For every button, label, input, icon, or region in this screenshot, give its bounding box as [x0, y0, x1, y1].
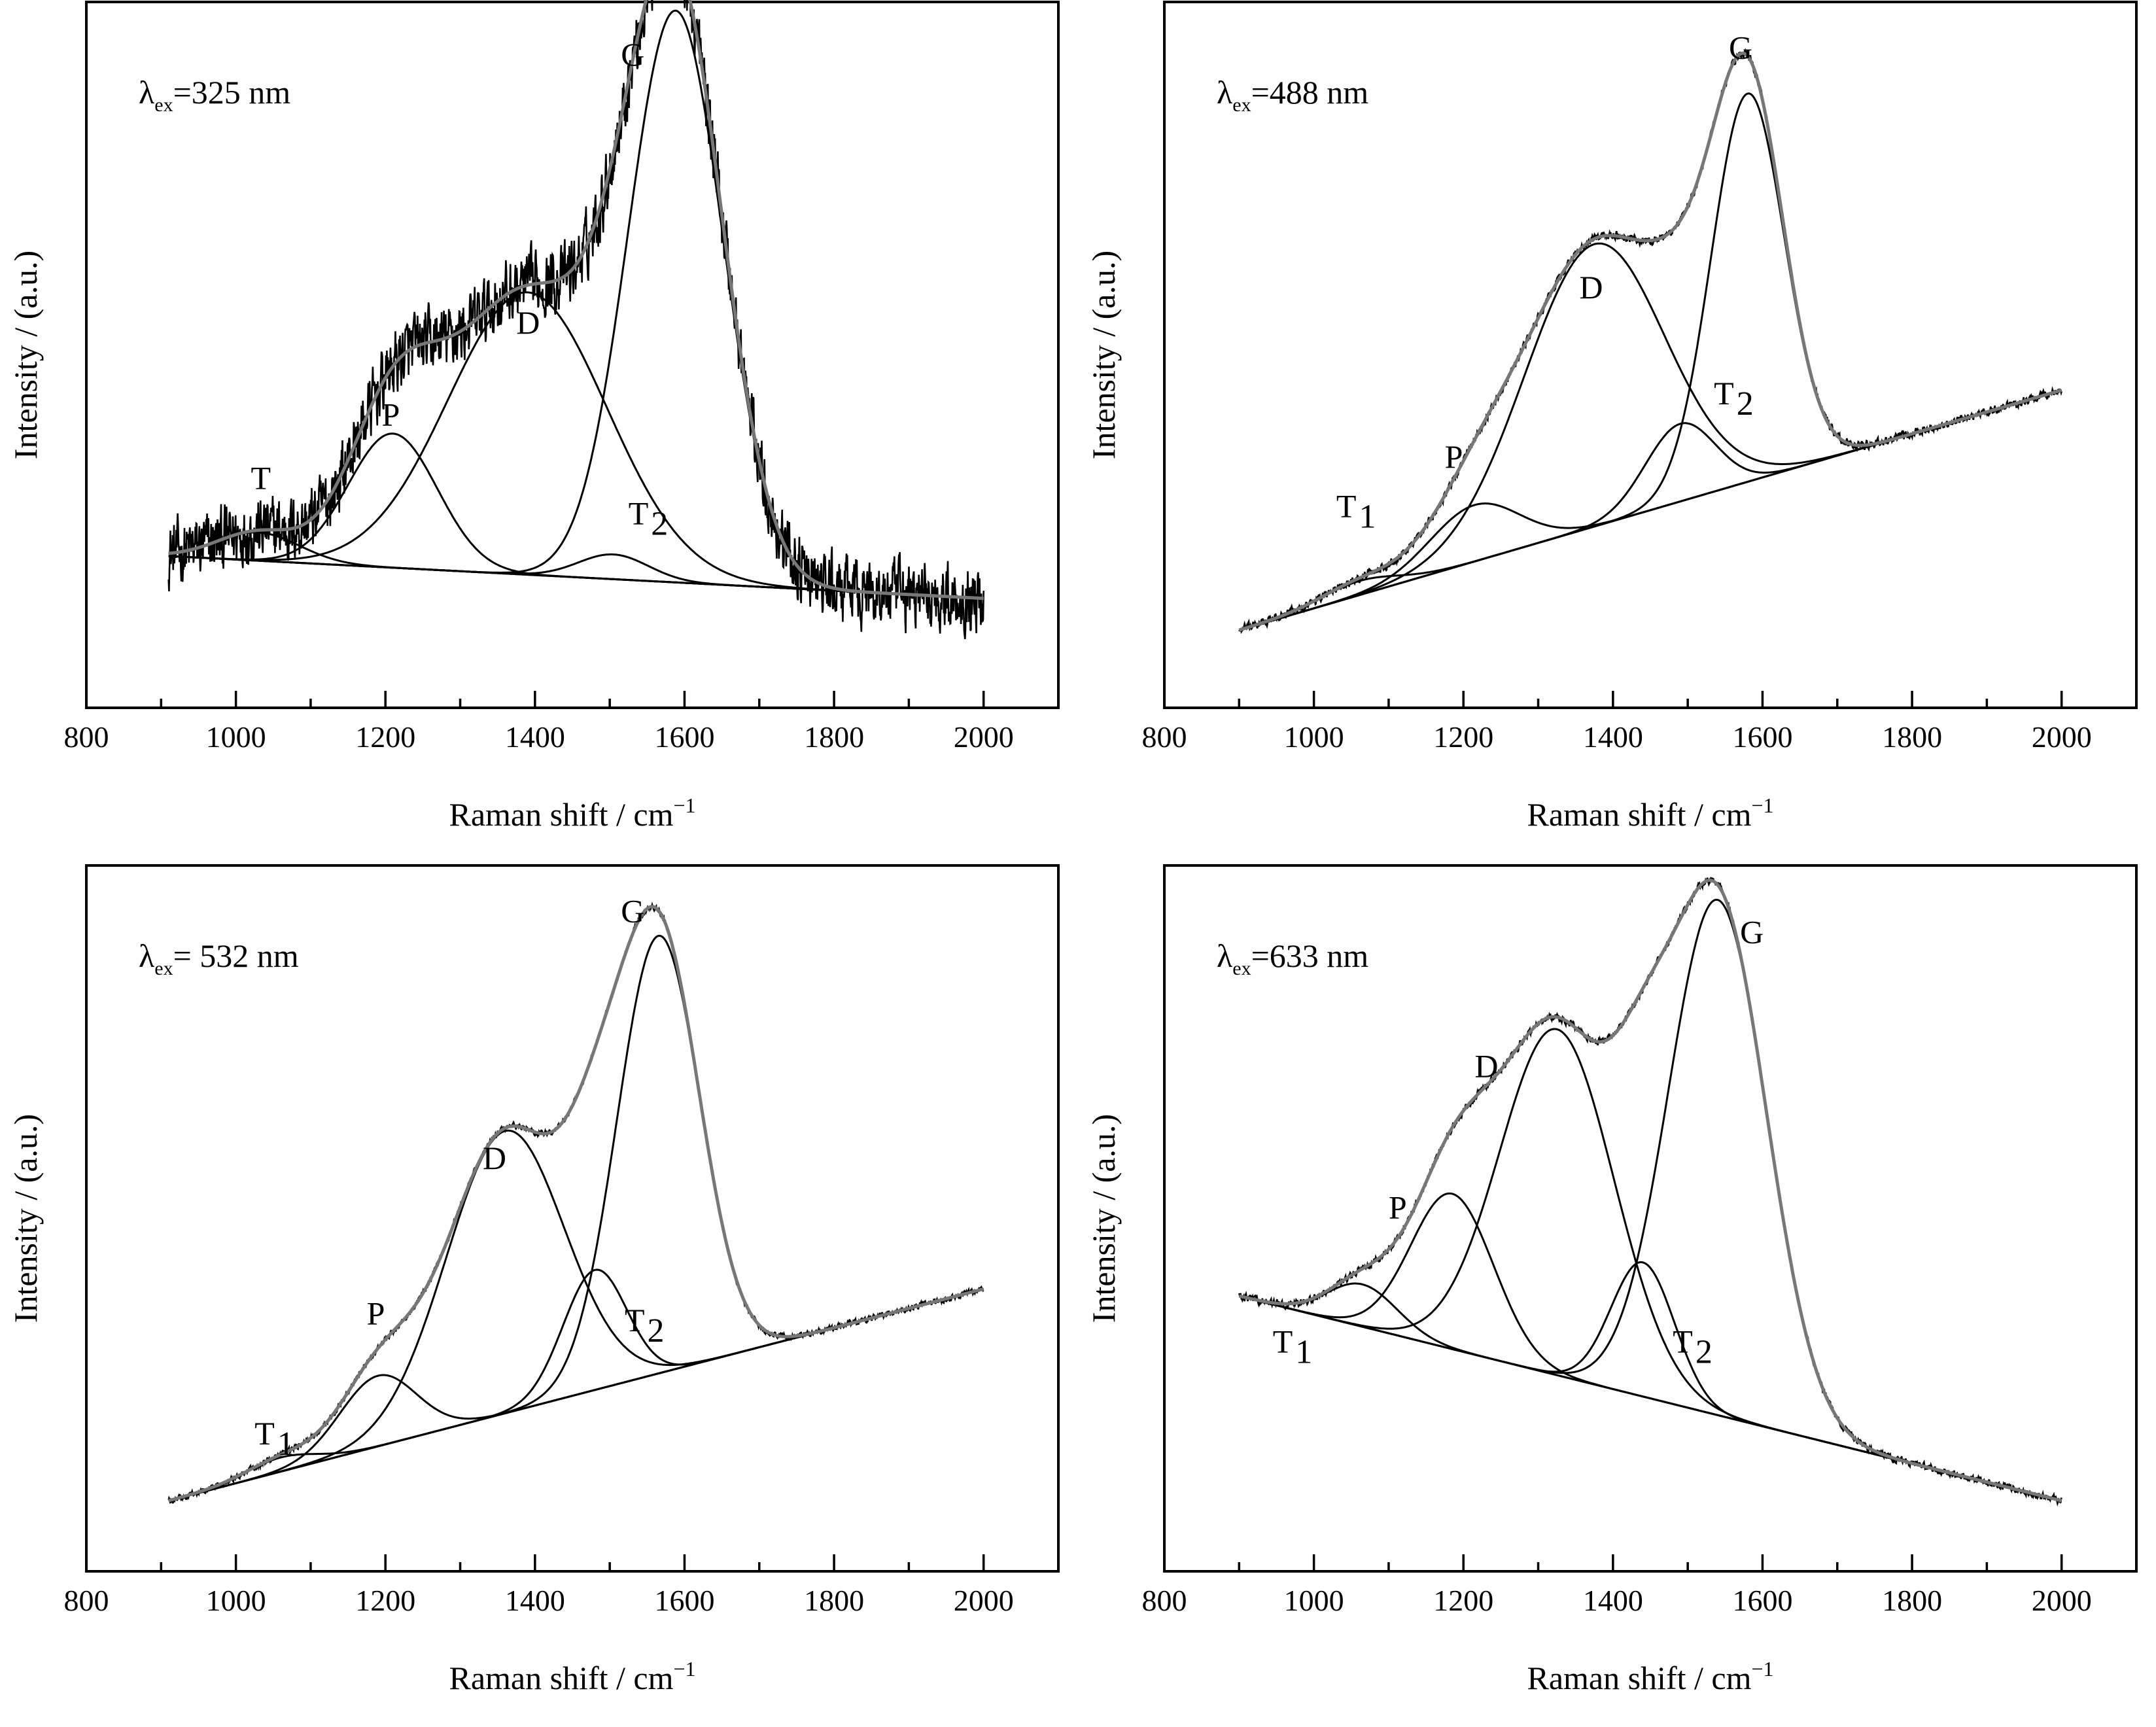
measured-spectrum-line: [167, 901, 984, 1505]
plot-frame: [1163, 864, 2138, 1573]
peak-component-t2: [1238, 1261, 2062, 1502]
peak-component-g: [168, 935, 984, 1502]
x-tick-label: 1200: [355, 720, 415, 754]
peak-label-t2: T2: [1714, 375, 1754, 423]
x-tick-label: 1000: [206, 1584, 266, 1617]
peak-label-p: P: [1389, 1189, 1407, 1226]
raman-panel-325nm: 800 1000 1200 1400 1600 1800 2000 Raman shift /…: [7, 0, 1060, 833]
peak-label-p: P: [367, 1295, 385, 1331]
peak-label-g: G: [1729, 29, 1752, 65]
x-tick-label: 800: [1142, 720, 1187, 754]
x-tick-label: 2000: [2032, 1584, 2092, 1617]
x-tick-label: 1200: [1433, 720, 1493, 754]
plot-frame: [85, 864, 1060, 1573]
x-tick-label: 1400: [1583, 1584, 1643, 1617]
x-tick-label: 800: [1142, 1584, 1187, 1617]
peak-label-t: T: [251, 460, 271, 497]
peak-component-d: [1238, 242, 2062, 631]
peak-label-t2: T2: [1673, 1323, 1713, 1371]
peak-label-d: D: [483, 1140, 506, 1176]
peak-component-t1: [1238, 1282, 2062, 1502]
excitation-wavelength-label: λex=325 nm: [139, 74, 290, 116]
x-axis-title: Raman shift / cm−1: [1527, 1657, 1773, 1696]
x-tick-label: 1400: [505, 720, 565, 754]
fitted-envelope-line: [168, 0, 984, 601]
peak-component-t2: [168, 1268, 984, 1502]
x-tick-label: 800: [64, 1584, 109, 1617]
peak-label-g: G: [1740, 914, 1764, 951]
raman-panel-488nm: 800 1000 1200 1400 1600 1800 2000 Raman shift /…: [1085, 1, 2138, 833]
x-tick-label: 2000: [954, 720, 1014, 754]
peak-label-d: D: [1474, 1048, 1498, 1085]
x-tick-label: 1200: [1433, 1584, 1493, 1617]
excitation-wavelength-label: λex= 532 nm: [139, 937, 299, 979]
x-tick-label: 800: [64, 720, 109, 754]
x-tick-label: 1600: [654, 1584, 714, 1617]
x-tick-label: 1000: [206, 720, 266, 754]
peak-label-g: G: [621, 892, 644, 929]
x-axis-title: Raman shift / cm−1: [1527, 794, 1773, 833]
peak-label-t1: T1: [254, 1415, 294, 1463]
plot-frame: [1163, 1, 2138, 709]
peak-label-d: D: [1579, 269, 1603, 305]
peak-component-t: [168, 531, 984, 600]
fitted-envelope-line: [1238, 879, 2062, 1503]
x-tick-label: 1000: [1284, 1584, 1344, 1617]
fitted-envelope-line: [1238, 51, 2062, 632]
x-axis-title: Raman shift / cm−1: [449, 794, 695, 833]
x-tick-label: 1400: [1583, 720, 1643, 754]
y-axis-title: Intensity / (a.u.): [7, 1114, 44, 1323]
excitation-wavelength-label: λex=633 nm: [1217, 937, 1368, 979]
fitted-envelope-line: [168, 905, 984, 1503]
x-tick-label: 1200: [355, 1584, 415, 1617]
x-tick-label: 1800: [804, 720, 864, 754]
peak-label-p: P: [382, 396, 400, 432]
x-axis-title: Raman shift / cm−1: [449, 1657, 695, 1696]
measured-spectrum-line: [1238, 48, 2062, 635]
x-tick-label: 2000: [954, 1584, 1014, 1617]
raman-panel-633nm: 800 1000 1200 1400 1600 1800 2000 Raman shift /…: [1085, 864, 2138, 1696]
plot-frame: [85, 1, 1060, 709]
measured-spectrum-line: [167, 0, 984, 640]
peak-label-t2: T2: [629, 495, 669, 542]
peak-label-d: D: [516, 304, 540, 341]
x-tick-label: 2000: [2032, 720, 2092, 754]
peak-label-t2: T2: [625, 1302, 665, 1350]
peak-component-g: [1238, 898, 2062, 1502]
peak-component-p: [1238, 1192, 2062, 1502]
x-tick-label: 1600: [1732, 720, 1792, 754]
x-tick-label: 1800: [804, 1584, 864, 1617]
peak-label-p: P: [1445, 438, 1463, 475]
y-axis-title: Intensity / (a.u.): [1085, 1114, 1122, 1323]
excitation-wavelength-label: λex=488 nm: [1217, 74, 1368, 116]
x-tick-label: 1600: [654, 720, 714, 754]
x-tick-label: 1600: [1732, 1584, 1792, 1617]
peak-label-t1: T1: [1336, 488, 1376, 536]
x-tick-label: 1400: [505, 1584, 565, 1617]
peak-component-g: [1238, 92, 2062, 631]
peak-label-g: G: [621, 36, 644, 73]
y-axis-title: Intensity / (a.u.): [1085, 251, 1122, 459]
x-tick-label: 1000: [1284, 720, 1344, 754]
raman-panel-532nm: 800 1000 1200 1400 1600 1800 2000 Raman shift /…: [7, 864, 1060, 1696]
x-tick-label: 1800: [1882, 1584, 1942, 1617]
peak-label-t1: T1: [1273, 1323, 1313, 1371]
y-axis-title: Intensity / (a.u.): [7, 251, 44, 459]
x-tick-label: 1800: [1882, 720, 1942, 754]
